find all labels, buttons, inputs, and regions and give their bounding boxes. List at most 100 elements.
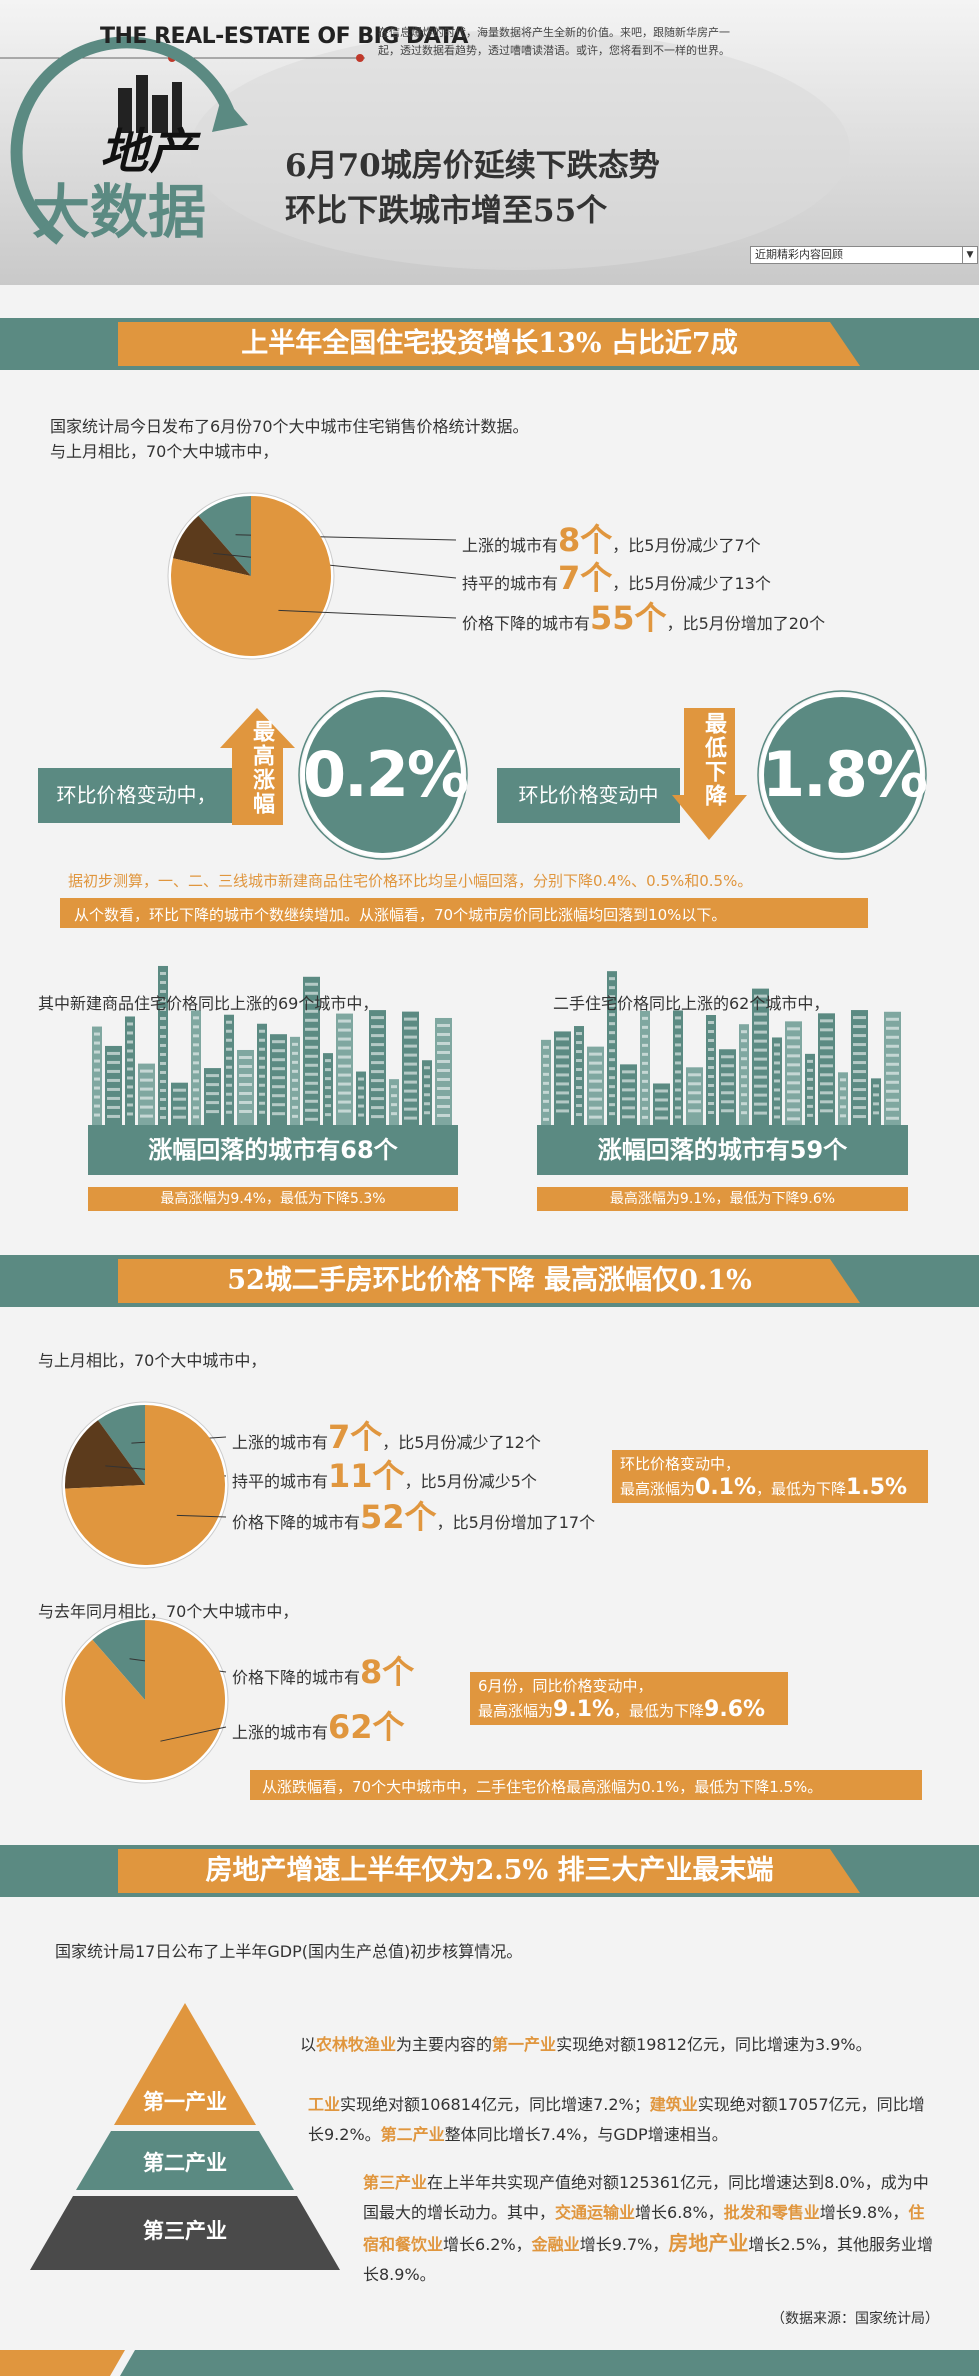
- skyline-window: [609, 1013, 615, 1017]
- pie-slice: [97, 1405, 145, 1485]
- skyline-window: [94, 1104, 100, 1108]
- skyline-window: [642, 1115, 648, 1119]
- skyline-window: [642, 1034, 648, 1038]
- up-arrow: [220, 708, 295, 825]
- skyline-window: [820, 1046, 833, 1050]
- skyline-window: [305, 1045, 318, 1049]
- skyline-window: [226, 1038, 232, 1042]
- skyline-window: [127, 1112, 133, 1116]
- skyline-window: [853, 1097, 866, 1101]
- skyline-window: [675, 1025, 681, 1029]
- headline: 环比下跌城市增至55个: [285, 193, 608, 229]
- skyline-window: [873, 1102, 879, 1106]
- skyline-window: [556, 1109, 569, 1113]
- text-segment: 第二产业: [380, 2125, 445, 2144]
- section-banner: [118, 322, 860, 366]
- panel-banner: [537, 1125, 908, 1175]
- skyline-window: [305, 1072, 318, 1076]
- skyline-window: [292, 1105, 298, 1109]
- skyline-building: [818, 1013, 835, 1125]
- skyline-window: [853, 1070, 866, 1074]
- skyline-window: [272, 1049, 285, 1053]
- skyline-window: [853, 1106, 866, 1110]
- text-segment: 实现绝对额106814亿元，同比增速7.2%；: [340, 2095, 650, 2114]
- skyline-window: [193, 1034, 199, 1038]
- skyline-window: [107, 1087, 120, 1091]
- skyline-building: [336, 1013, 353, 1125]
- text-segment: 最高涨幅为: [620, 1480, 696, 1498]
- skyline-window: [576, 1068, 582, 1072]
- skyline-window: [259, 1083, 265, 1087]
- skyline-window: [840, 1105, 846, 1109]
- category-label: 上涨的城市有: [462, 536, 559, 555]
- skyline-window: [127, 1085, 133, 1089]
- skyline-window: [358, 1095, 364, 1099]
- skyline-window: [807, 1113, 813, 1117]
- skyline-window: [140, 1078, 153, 1082]
- skyline-window: [437, 1095, 450, 1099]
- skyline-window: [325, 1068, 331, 1072]
- pie-slice: [171, 496, 331, 656]
- skyline-window: [371, 1034, 384, 1038]
- down-arrow: [672, 708, 747, 840]
- skyline-window: [371, 1061, 384, 1065]
- info-box: 6月份，同比价格变动中， 最高涨幅为9.1%，最低为下降9.6%: [470, 1672, 788, 1725]
- skyline-window: [391, 1112, 397, 1116]
- skyline-building: [92, 1026, 102, 1125]
- section-title: 房地产增速上半年仅为2.5% 排三大产业最末端: [205, 1855, 774, 1886]
- skyline-window: [226, 1074, 232, 1078]
- skyline-window: [820, 1037, 833, 1041]
- skyline-window: [721, 1091, 734, 1095]
- skyline-window: [622, 1088, 635, 1092]
- skyline-window: [754, 1057, 767, 1061]
- skyline-building: [303, 976, 320, 1125]
- skyline-window: [853, 1016, 866, 1020]
- skyline-window: [642, 1070, 648, 1074]
- skyline-window: [543, 1090, 549, 1094]
- skyline-window: [886, 1098, 899, 1102]
- skyline-window: [193, 1097, 199, 1101]
- skyline-window: [107, 1051, 120, 1055]
- skyline-window: [886, 1017, 899, 1021]
- skyline-window: [305, 1054, 318, 1058]
- skyline-window: [305, 1108, 318, 1112]
- skyline-window: [404, 1044, 417, 1048]
- skyline-window: [840, 1078, 846, 1082]
- min-change: 1.8%: [762, 738, 928, 811]
- skyline-building: [224, 1014, 234, 1125]
- intro-text: 与去年同月相比，70个大中城市中，: [38, 1602, 299, 1621]
- text-segment: 为主要内容的: [396, 2035, 493, 2054]
- section-title: 52城二手房环比价格下降 最高涨幅仅0.1%: [227, 1265, 752, 1296]
- pie-label: 价格下降的城市有52个，比5月份增加了17个: [232, 1497, 595, 1543]
- skyline-window: [338, 1046, 351, 1050]
- skyline-window: [622, 1097, 635, 1101]
- value-label: 8个: [360, 1653, 415, 1691]
- text-segment: 增长9.8%，: [819, 2203, 909, 2222]
- footer-stripe: [0, 2350, 125, 2376]
- skyline-window: [305, 1009, 318, 1013]
- skyline-window: [886, 1062, 899, 1066]
- skyline-window: [404, 1116, 417, 1120]
- skyline-window: [609, 1094, 615, 1098]
- skyline-window: [787, 1036, 800, 1040]
- skyline-window: [193, 1115, 199, 1119]
- skyline-window: [556, 1046, 569, 1050]
- skyline-window: [404, 1080, 417, 1084]
- skyline-window: [840, 1087, 846, 1091]
- text-segment: 最高涨幅为: [478, 1702, 554, 1720]
- skyline-window: [589, 1115, 602, 1119]
- skyline-window: [774, 1052, 780, 1056]
- skyline-window: [127, 1040, 133, 1044]
- skyline-window: [675, 1106, 681, 1110]
- skyline-window: [609, 1085, 615, 1089]
- skyline-window: [807, 1059, 813, 1063]
- skyline-window: [820, 1082, 833, 1086]
- skyline-window: [589, 1088, 602, 1092]
- skyline-window: [127, 1067, 133, 1071]
- skyline-window: [338, 1019, 351, 1023]
- archive-dropdown[interactable]: 近期精彩内容回顾 ▼: [750, 246, 978, 264]
- skyline-window: [437, 1113, 450, 1117]
- skyline-building: [125, 1016, 135, 1125]
- category-label: 持平的城市有: [462, 574, 559, 593]
